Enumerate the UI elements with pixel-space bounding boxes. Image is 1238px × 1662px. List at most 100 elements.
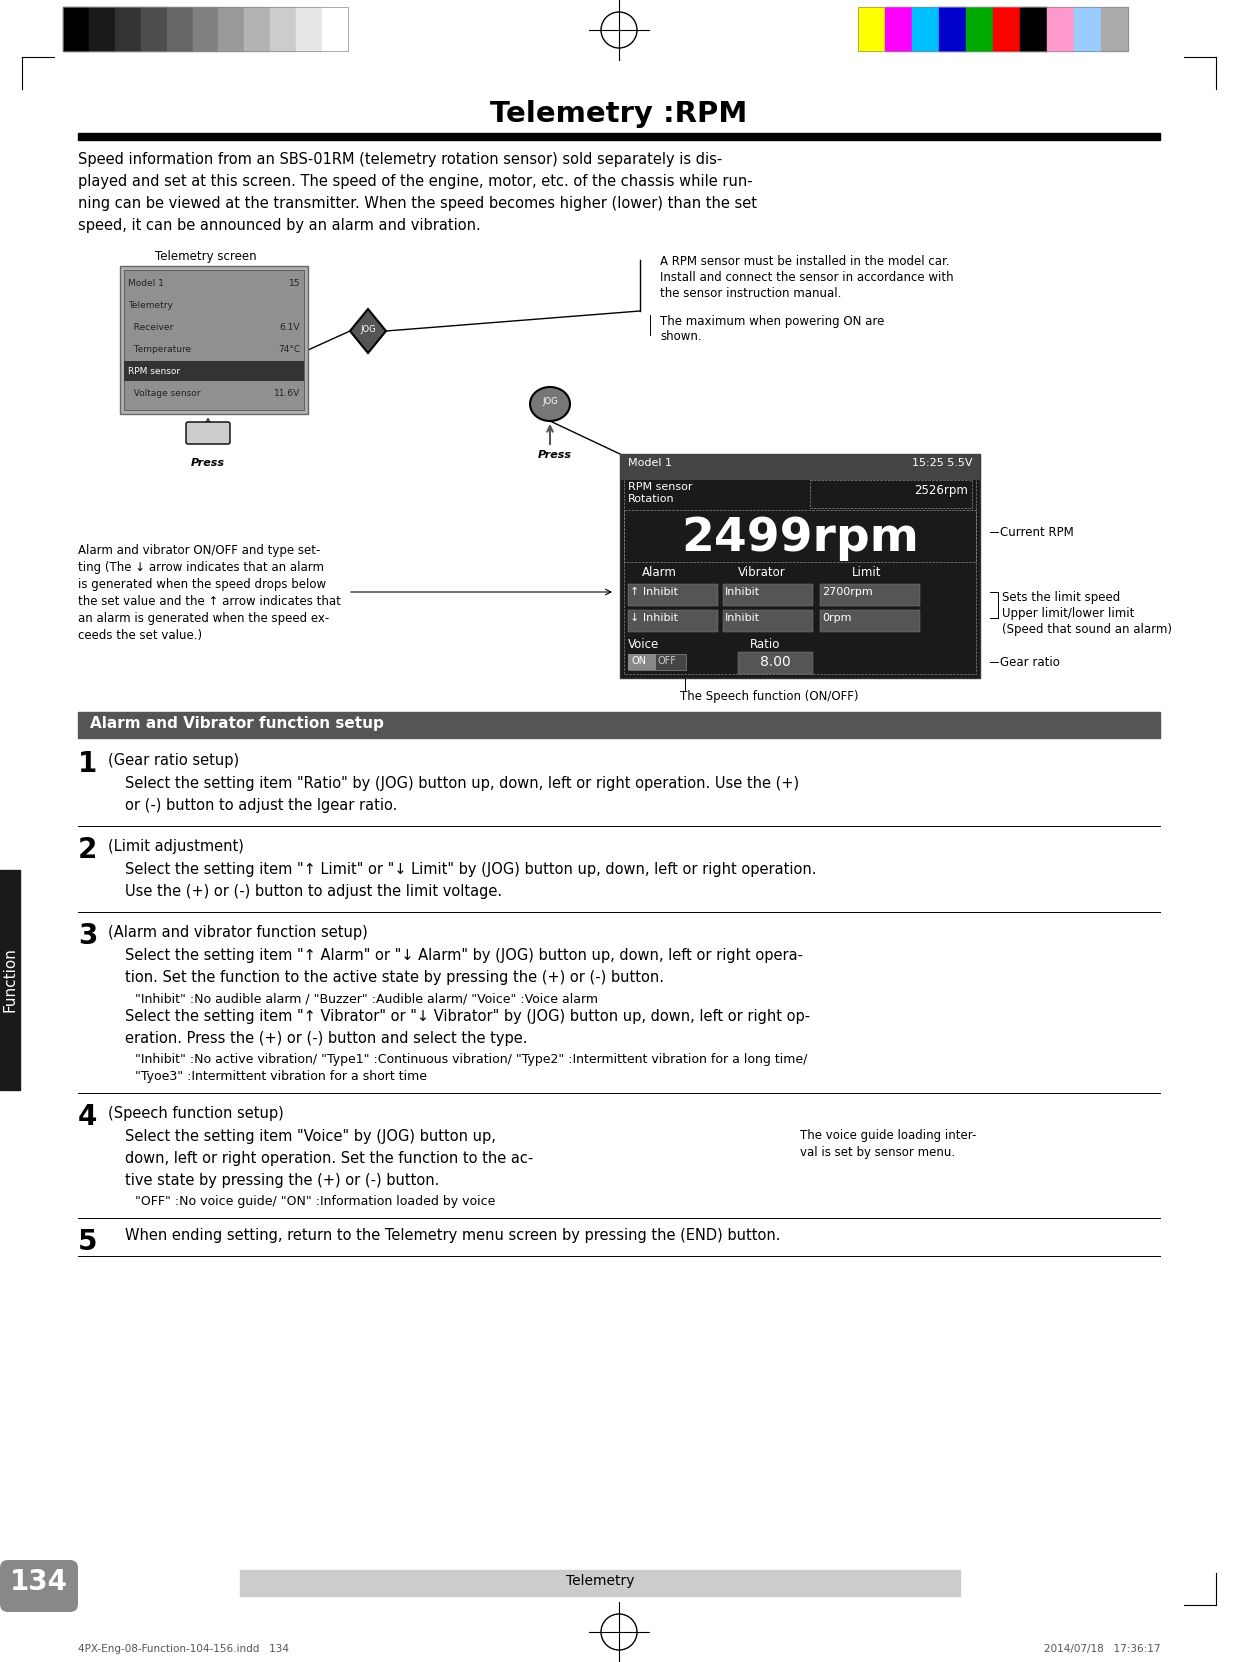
Text: ting (The ↓ arrow indicates that an alarm: ting (The ↓ arrow indicates that an alar… <box>78 562 324 573</box>
Text: The maximum when powering ON are: The maximum when powering ON are <box>660 316 884 327</box>
Bar <box>322 7 348 52</box>
Text: (Speed that sound an alarm): (Speed that sound an alarm) <box>1002 623 1172 637</box>
Text: 4: 4 <box>78 1104 98 1132</box>
Text: Function: Function <box>2 947 17 1012</box>
Text: Voice: Voice <box>628 638 660 652</box>
Text: Receiver: Receiver <box>128 324 173 332</box>
Text: 74°C: 74°C <box>277 346 300 354</box>
Text: Sets the limit speed: Sets the limit speed <box>1002 592 1120 603</box>
Bar <box>193 7 218 52</box>
Text: Press: Press <box>539 450 572 460</box>
Bar <box>620 454 980 480</box>
Text: "Tyoe3" :Intermittent vibration for a short time: "Tyoe3" :Intermittent vibration for a sh… <box>135 1070 427 1084</box>
Text: or (-) button to adjust the lgear ratio.: or (-) button to adjust the lgear ratio. <box>125 798 397 813</box>
Text: Select the setting item "↑ Vibrator" or "↓ Vibrator" by (JOG) button up, down, l: Select the setting item "↑ Vibrator" or … <box>125 1009 810 1024</box>
Text: the sensor instruction manual.: the sensor instruction manual. <box>660 288 842 301</box>
Bar <box>240 1571 959 1596</box>
Text: RPM sensor: RPM sensor <box>128 367 180 377</box>
Bar <box>858 7 1128 52</box>
Text: Select the setting item "Ratio" by (JOG) button up, down, left or right operatio: Select the setting item "Ratio" by (JOG)… <box>125 776 799 791</box>
Text: 15: 15 <box>288 279 300 289</box>
Bar <box>624 459 976 675</box>
Text: 4PX-Eng-08-Function-104-156.indd   134: 4PX-Eng-08-Function-104-156.indd 134 <box>78 1644 288 1654</box>
Bar <box>820 610 920 632</box>
Text: 2: 2 <box>78 836 98 864</box>
Bar <box>624 510 976 562</box>
Text: The voice guide loading inter-: The voice guide loading inter- <box>800 1128 977 1142</box>
Bar <box>1020 7 1047 52</box>
Text: ↑ Inhibit: ↑ Inhibit <box>630 587 678 597</box>
Text: val is set by sensor menu.: val is set by sensor menu. <box>800 1147 956 1158</box>
Bar <box>1047 7 1075 52</box>
Text: Model 1: Model 1 <box>628 459 672 469</box>
Bar <box>124 361 305 381</box>
Text: Inhibit: Inhibit <box>725 613 760 623</box>
Text: Vibrator: Vibrator <box>738 567 786 578</box>
Text: tive state by pressing the (+) or (-) button.: tive state by pressing the (+) or (-) bu… <box>125 1173 439 1188</box>
Text: OFF: OFF <box>659 656 677 666</box>
Text: Rotation: Rotation <box>628 494 675 504</box>
Text: Inhibit: Inhibit <box>725 587 760 597</box>
Text: down, left or right operation. Set the function to the ac-: down, left or right operation. Set the f… <box>125 1152 534 1167</box>
Text: played and set at this screen. The speed of the engine, motor, etc. of the chass: played and set at this screen. The speed… <box>78 175 753 189</box>
Bar <box>0 869 20 1090</box>
Text: ↓ Inhibit: ↓ Inhibit <box>630 613 678 623</box>
Bar <box>78 711 1160 738</box>
Text: END: END <box>197 425 219 435</box>
Text: eration. Press the (+) or (-) button and select the type.: eration. Press the (+) or (-) button and… <box>125 1030 527 1045</box>
Bar <box>885 7 912 52</box>
Text: 0rpm: 0rpm <box>822 613 852 623</box>
Text: Press: Press <box>191 459 225 469</box>
Bar <box>270 7 296 52</box>
Text: Use the (+) or (-) button to adjust the limit voltage.: Use the (+) or (-) button to adjust the … <box>125 884 503 899</box>
Text: Ratio: Ratio <box>750 638 780 652</box>
Text: the set value and the ↑ arrow indicates that: the set value and the ↑ arrow indicates … <box>78 595 340 608</box>
Text: 2700rpm: 2700rpm <box>822 587 873 597</box>
Text: Telemetry: Telemetry <box>566 1574 634 1587</box>
Text: 1: 1 <box>78 750 98 778</box>
Bar <box>810 480 972 509</box>
Bar <box>63 7 89 52</box>
Bar <box>218 7 244 52</box>
Polygon shape <box>350 309 386 352</box>
Text: Temperature: Temperature <box>128 346 191 354</box>
Text: Telemetry: Telemetry <box>128 301 173 311</box>
Text: (Speech function setup): (Speech function setup) <box>108 1105 284 1120</box>
Text: 5: 5 <box>78 1228 98 1256</box>
Bar <box>628 655 656 670</box>
Text: "Inhibit" :No active vibration/ "Type1" :Continuous vibration/ "Type2" :Intermit: "Inhibit" :No active vibration/ "Type1" … <box>135 1054 807 1065</box>
Bar <box>120 266 308 414</box>
Text: Telemetry screen: Telemetry screen <box>155 249 256 263</box>
Bar <box>78 133 1160 140</box>
Text: 2499rpm: 2499rpm <box>681 515 919 562</box>
Bar <box>167 7 193 52</box>
Bar <box>141 7 167 52</box>
Text: speed, it can be announced by an alarm and vibration.: speed, it can be announced by an alarm a… <box>78 218 480 233</box>
Text: JOG: JOG <box>542 397 558 406</box>
Text: 134: 134 <box>10 1567 68 1596</box>
Text: Telemetry :RPM: Telemetry :RPM <box>490 100 748 128</box>
Text: Voltage sensor: Voltage sensor <box>128 389 201 399</box>
Bar <box>723 610 813 632</box>
Text: (Limit adjustment): (Limit adjustment) <box>108 839 244 854</box>
Text: Model 1: Model 1 <box>128 279 163 289</box>
Bar <box>628 610 718 632</box>
Bar <box>1101 7 1128 52</box>
Bar <box>628 583 718 607</box>
Text: Alarm and vibrator ON/OFF and type set-: Alarm and vibrator ON/OFF and type set- <box>78 543 321 557</box>
Bar <box>738 652 813 675</box>
Text: Install and connect the sensor in accordance with: Install and connect the sensor in accord… <box>660 271 953 284</box>
Text: Gear ratio: Gear ratio <box>1000 656 1060 670</box>
Text: 11.6V: 11.6V <box>274 389 300 399</box>
Bar <box>296 7 322 52</box>
Text: Upper limit/lower limit: Upper limit/lower limit <box>1002 607 1134 620</box>
Text: Speed information from an SBS-01RM (telemetry rotation sensor) sold separately i: Speed information from an SBS-01RM (tele… <box>78 151 722 166</box>
Bar <box>1075 7 1101 52</box>
Text: tion. Set the function to the active state by pressing the (+) or (-) button.: tion. Set the function to the active sta… <box>125 971 664 986</box>
FancyBboxPatch shape <box>186 422 230 444</box>
Text: Select the setting item "↑ Limit" or "↓ Limit" by (JOG) button up, down, left or: Select the setting item "↑ Limit" or "↓ … <box>125 863 817 878</box>
Text: "OFF" :No voice guide/ "ON" :Information loaded by voice: "OFF" :No voice guide/ "ON" :Information… <box>135 1195 495 1208</box>
Text: (Alarm and vibrator function setup): (Alarm and vibrator function setup) <box>108 926 368 941</box>
Text: ON: ON <box>633 656 647 666</box>
Bar <box>938 7 966 52</box>
